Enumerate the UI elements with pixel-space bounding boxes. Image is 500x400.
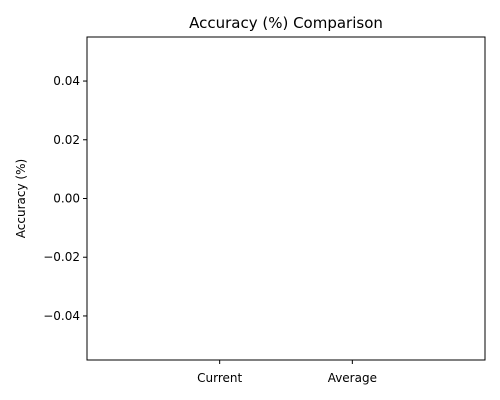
y-axis-label: Accuracy (%) xyxy=(14,159,28,238)
x-tick-label-average: Average xyxy=(328,371,377,385)
y-tick-label: 0.04 xyxy=(53,74,80,88)
plot-area-frame xyxy=(86,36,486,361)
y-tick-label: 0.02 xyxy=(53,133,80,147)
x-axis: Current Average xyxy=(197,360,377,385)
y-tick-label: 0.00 xyxy=(53,192,80,206)
y-tick-label: −0.04 xyxy=(43,309,80,323)
x-tick-label-current: Current xyxy=(197,371,242,385)
chart-title: Accuracy (%) Comparison xyxy=(189,14,383,32)
y-tick-label: −0.02 xyxy=(43,250,80,264)
y-axis: −0.04 −0.02 0.00 0.02 0.04 xyxy=(43,74,87,323)
